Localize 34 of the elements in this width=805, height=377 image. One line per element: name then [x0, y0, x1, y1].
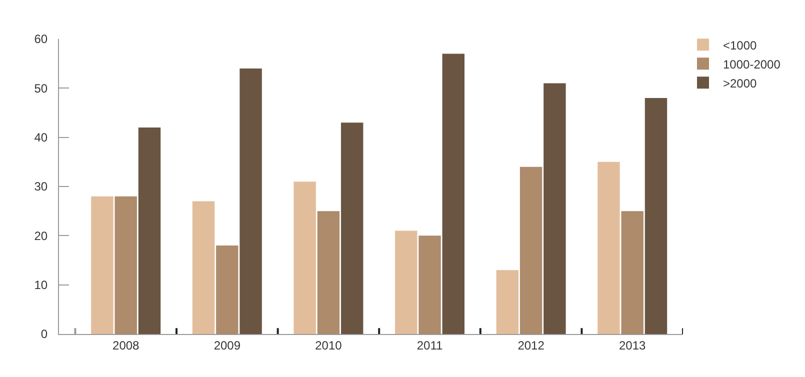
bar — [340, 122, 364, 334]
legend-label: >2000 — [723, 76, 758, 90]
y-tick-label: 30 — [34, 180, 48, 194]
bar — [294, 182, 316, 334]
x-tick-label: 2010 — [315, 338, 342, 352]
x-tick-label: 2009 — [214, 338, 241, 352]
bar — [442, 54, 464, 334]
bar — [520, 166, 542, 334]
bar — [418, 236, 441, 334]
bar — [496, 270, 519, 334]
y-tick-label: 40 — [34, 130, 48, 145]
bar — [317, 211, 340, 334]
y-tick-label: 50 — [34, 81, 48, 96]
bar — [138, 128, 161, 334]
bar — [544, 83, 566, 334]
x-tick-label: 2012 — [518, 338, 545, 352]
bar — [395, 230, 418, 334]
legend-label: 1000-2000 — [723, 57, 781, 72]
bar — [91, 196, 114, 334]
y-tick-label: 0 — [40, 327, 48, 342]
bar — [644, 98, 668, 334]
y-tick-label: 10 — [34, 278, 48, 292]
bar — [114, 196, 137, 334]
bar — [240, 68, 262, 334]
x-tick-label: 2013 — [619, 338, 646, 352]
y-tick-label: 20 — [34, 228, 48, 243]
y-tick-label: 60 — [34, 32, 48, 46]
legend-label: <1000 — [723, 38, 758, 52]
bar — [598, 162, 620, 334]
bar — [192, 201, 215, 334]
x-tick-label: 2011 — [416, 338, 443, 352]
bar — [216, 246, 238, 334]
bar — [621, 211, 644, 334]
x-tick-label: 2008 — [112, 338, 140, 352]
